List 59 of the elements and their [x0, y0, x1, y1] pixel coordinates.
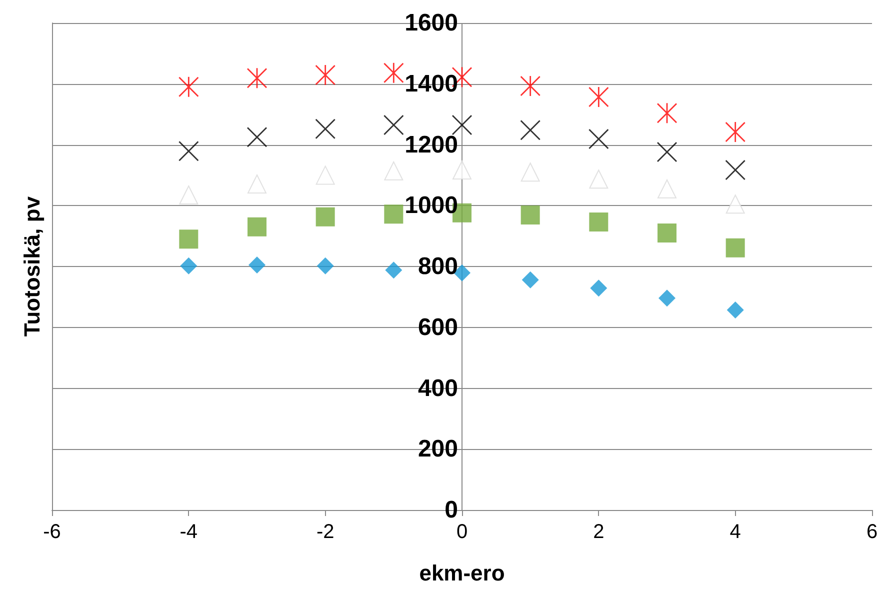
point: [520, 76, 540, 96]
point: [658, 290, 676, 307]
y-tick-label: 200: [418, 436, 458, 463]
point: [180, 257, 198, 274]
point: [384, 62, 404, 83]
y-tick-label: 0: [444, 496, 458, 524]
point: [657, 142, 677, 162]
x-tick-label: -2: [316, 521, 334, 543]
point: [452, 160, 472, 180]
point: [248, 174, 266, 194]
point: [726, 194, 745, 214]
point: [384, 114, 404, 135]
point: [588, 86, 609, 107]
point: [520, 120, 540, 140]
point: [316, 166, 335, 185]
point: [178, 76, 199, 97]
x-tick-label: 4: [730, 521, 741, 543]
point: [590, 280, 608, 297]
point: [520, 162, 540, 182]
point: [178, 141, 199, 162]
point: [726, 302, 744, 319]
point: [658, 179, 676, 198]
y-tick-label: 800: [418, 253, 458, 280]
point: [589, 212, 608, 232]
point: [247, 68, 267, 88]
point: [588, 128, 609, 149]
x-tick-label: -6: [43, 521, 61, 543]
point: [726, 238, 745, 258]
point: [179, 230, 198, 249]
point: [248, 217, 266, 236]
point: [247, 127, 267, 148]
point: [179, 185, 198, 204]
point: [315, 118, 336, 139]
point: [725, 122, 746, 142]
y-axis-title: Tuotosikä, pv: [20, 196, 44, 337]
point: [248, 256, 266, 274]
x-tick-label: 6: [866, 521, 878, 543]
point: [520, 206, 540, 225]
point: [589, 170, 608, 189]
x-tick-label: -4: [180, 521, 198, 543]
y-tick-label: 1200: [404, 131, 458, 158]
point: [316, 257, 334, 274]
point: [315, 65, 336, 86]
x-axis-title: ekm-ero: [419, 560, 505, 586]
y-tick-label: 400: [418, 374, 458, 402]
point: [452, 114, 472, 135]
point: [725, 160, 746, 180]
y-tick-label: 1600: [404, 10, 458, 36]
point: [522, 271, 539, 288]
point: [316, 207, 335, 226]
y-tick-label: 1400: [404, 70, 458, 98]
point: [384, 161, 404, 180]
point: [658, 224, 676, 243]
point: [384, 204, 404, 224]
point: [385, 262, 402, 279]
point: [657, 103, 677, 124]
y-tick-label: 1000: [404, 192, 458, 220]
y-tick-label: 600: [418, 314, 458, 341]
x-tick-label: 2: [593, 521, 604, 543]
